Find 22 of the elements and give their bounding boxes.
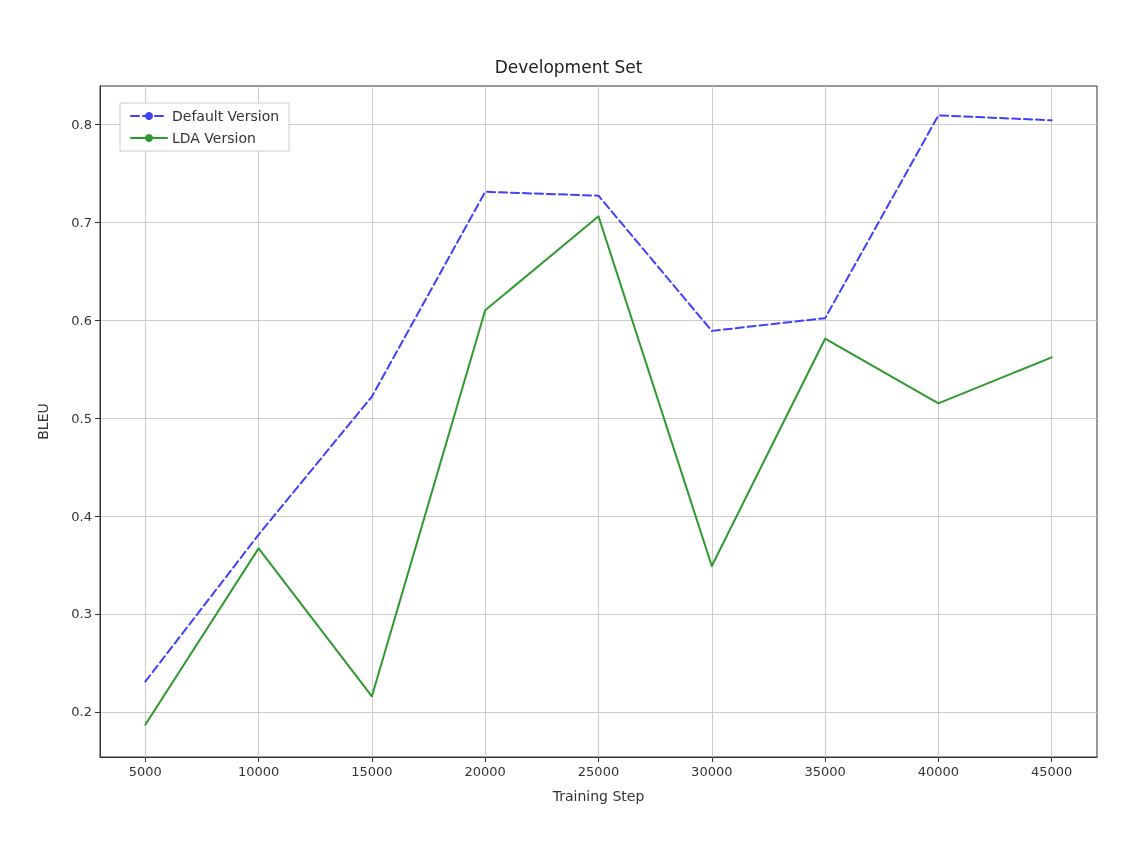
legend-label: Default Version	[172, 108, 280, 124]
legend-label: LDA Version	[172, 130, 256, 146]
x-axis-title: Training Step	[551, 788, 645, 804]
x-tick-label: 40000	[917, 764, 960, 779]
y-tick-label: 0.3	[71, 606, 92, 622]
y-axis-title: BLEU	[35, 403, 51, 440]
x-tick-label: 35000	[804, 764, 846, 779]
y-tick-label: 0.8	[71, 116, 92, 132]
x-tick-label: 15000	[351, 764, 393, 779]
x-tick-label: 30000	[691, 764, 733, 779]
x-tick-label: 45000	[1031, 764, 1073, 779]
x-tick-label: 20000	[464, 764, 506, 779]
y-tick-label: 0.5	[71, 410, 92, 426]
x-tick-label: 10000	[237, 764, 280, 779]
line-series	[144, 215, 1053, 726]
y-tick-label: 0.6	[71, 312, 92, 328]
chart-title: Development Set	[494, 56, 643, 77]
x-tick-label: 5000	[128, 764, 162, 779]
y-tick-label: 0.4	[71, 508, 92, 524]
y-tick-label: 0.2	[71, 704, 92, 720]
x-tick-label: 25000	[577, 764, 620, 779]
y-tick-label: 0.7	[71, 214, 92, 230]
